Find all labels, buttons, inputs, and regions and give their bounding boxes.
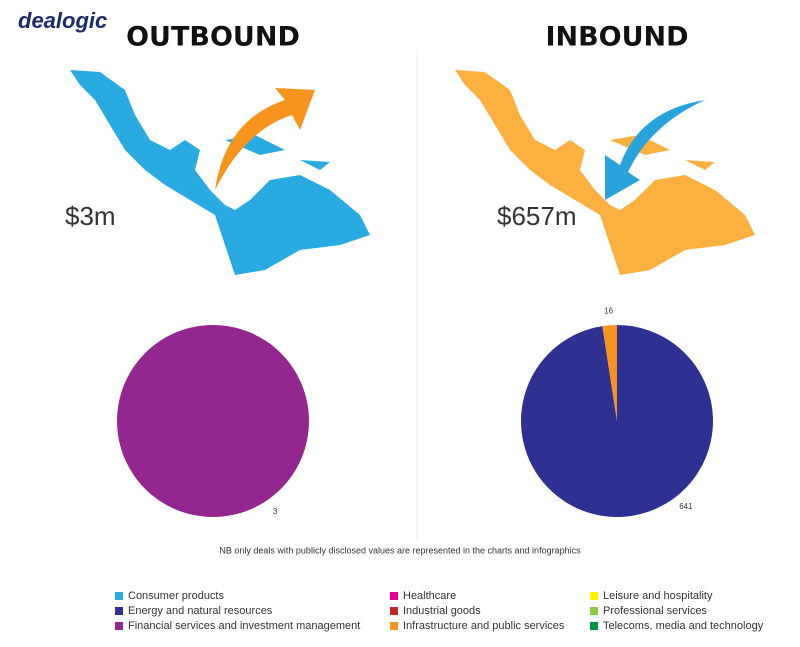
pie-slice — [602, 325, 617, 421]
legend-swatch — [390, 592, 398, 600]
legend-swatch — [390, 622, 398, 630]
deal-value: $657m — [497, 201, 577, 231]
legend-label: Telecoms, media and technology — [603, 620, 764, 632]
legend-swatch — [115, 592, 123, 600]
legend-label: Industrial goods — [403, 605, 481, 617]
legend-swatch — [115, 607, 123, 615]
slice-label: 16 — [604, 306, 613, 315]
logo: dealogic — [18, 8, 107, 33]
pie-slice — [521, 325, 714, 517]
legend-swatch — [390, 607, 398, 615]
note: NB only deals with publicly disclosed va… — [219, 545, 581, 555]
legend-swatch — [115, 622, 123, 630]
slice-label: 641 — [679, 502, 693, 511]
legend-label: Financial services and investment manage… — [128, 620, 360, 632]
slice-label: 3 — [273, 507, 278, 516]
arrow — [215, 88, 315, 190]
legend-label: Consumer products — [128, 590, 224, 602]
map — [455, 70, 755, 275]
deal-value: $3m — [65, 201, 116, 231]
legend-label: Professional services — [603, 605, 707, 617]
legend-label: Healthcare — [403, 590, 456, 602]
legend-swatch — [590, 592, 598, 600]
panel-title: OUTBOUND — [126, 22, 300, 53]
map — [70, 70, 370, 275]
legend-swatch — [590, 622, 598, 630]
legend-label: Leisure and hospitality — [603, 590, 713, 602]
panel-title: INBOUND — [545, 22, 688, 53]
legend-label: Infrastructure and public services — [403, 620, 565, 632]
arrow — [605, 100, 705, 200]
legend-label: Energy and natural resources — [128, 605, 273, 617]
pie-slice — [117, 325, 309, 517]
legend-swatch — [590, 607, 598, 615]
